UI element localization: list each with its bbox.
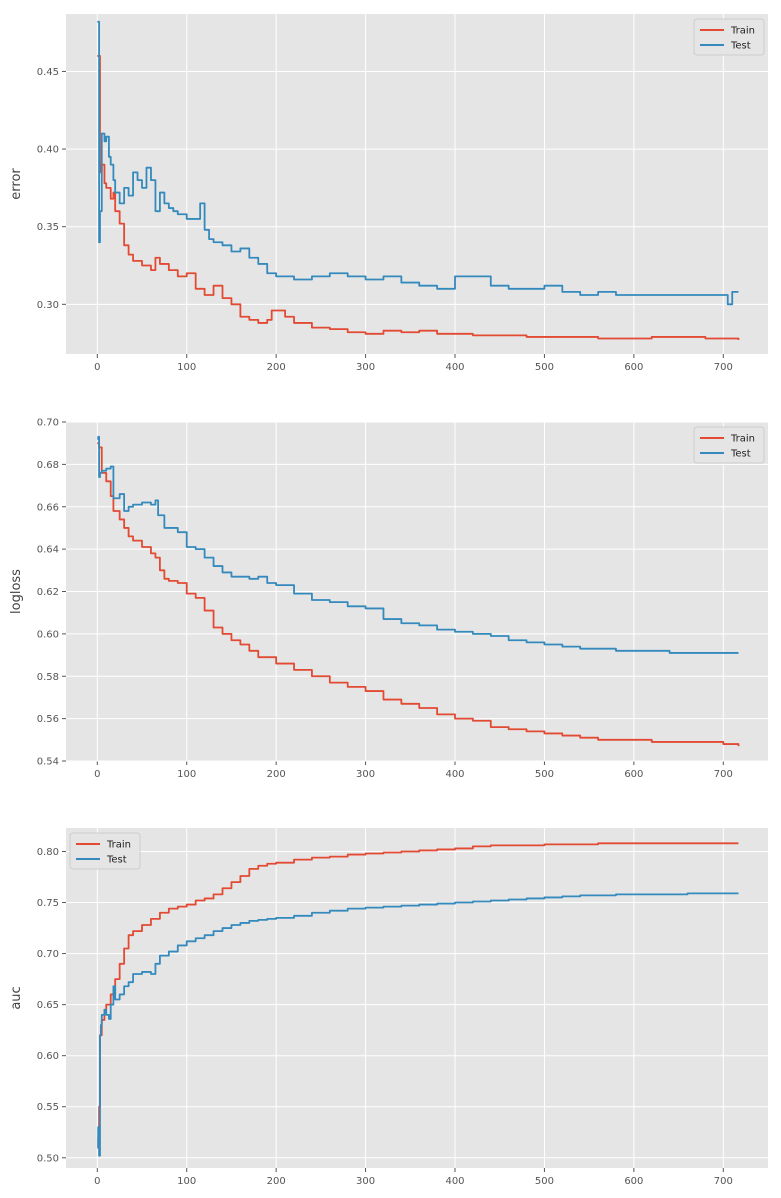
series-line-test [97, 892, 739, 1157]
x-tick-label: 0 [94, 362, 100, 373]
y-tick-label: 0.70 [37, 949, 59, 960]
plot-area [66, 828, 768, 1168]
y-tick-label: 0.60 [37, 629, 59, 640]
x-tick-label: 500 [535, 362, 554, 373]
x-tick-label: 200 [267, 769, 286, 780]
y-axis-label: error [9, 168, 24, 200]
series-line-train [97, 55, 740, 341]
x-tick-label: 400 [445, 362, 464, 373]
legend-label: Test [730, 449, 751, 460]
legend-label: Train [106, 840, 131, 851]
x-tick-label: 600 [624, 769, 643, 780]
legend-label: Test [106, 855, 127, 866]
y-tick-label: 0.62 [37, 587, 59, 598]
y-tick-label: 0.65 [37, 1000, 59, 1011]
series-line-train [97, 842, 739, 1149]
x-tick-label: 100 [177, 362, 196, 373]
legend-box [693, 18, 765, 56]
y-tick-label: 0.58 [37, 672, 59, 683]
y-tick-label: 0.40 [37, 145, 59, 156]
legend-label: Train [730, 26, 755, 37]
x-tick-label: 0 [94, 1176, 100, 1187]
legend-box [69, 832, 141, 870]
y-axis-label: logloss [9, 569, 24, 614]
series-line-test [97, 20, 739, 306]
y-tick-label: 0.30 [37, 300, 59, 311]
legend: Train Test [693, 18, 765, 56]
y-axis-label: auc [9, 986, 24, 1009]
y-tick-label: 0.50 [37, 1153, 59, 1164]
y-tick-label: 0.35 [37, 222, 59, 233]
x-tick-label: 200 [267, 362, 286, 373]
legend: Train Test [69, 832, 141, 870]
x-tick-label: 300 [356, 362, 375, 373]
legend-label: Train [730, 434, 755, 445]
x-tick-label: 700 [714, 1176, 733, 1187]
series-line-test [97, 435, 739, 654]
x-tick-label: 200 [267, 1176, 286, 1187]
legend-label: Test [730, 41, 751, 52]
y-tick-label: 0.75 [37, 898, 59, 909]
y-tick-label: 0.45 [37, 67, 59, 78]
x-tick-label: 100 [177, 769, 196, 780]
x-tick-label: 600 [624, 1176, 643, 1187]
x-tick-label: 700 [714, 769, 733, 780]
y-tick-label: 0.54 [37, 757, 59, 768]
x-tick-label: 400 [445, 1176, 464, 1187]
x-tick-label: 300 [356, 769, 375, 780]
y-tick-label: 0.80 [37, 847, 59, 858]
legend: Train Test [693, 426, 765, 464]
x-tick-label: 500 [535, 1176, 554, 1187]
x-tick-label: 300 [356, 1176, 375, 1187]
y-tick-label: 0.66 [37, 502, 59, 513]
y-tick-label: 0.56 [37, 714, 59, 725]
x-tick-label: 700 [714, 362, 733, 373]
y-tick-label: 0.70 [37, 418, 59, 429]
subplot-logloss: 0 100 200 300 400 500 600 700 0.54 0.56 0.58 0.60 0.… [9, 418, 768, 780]
x-tick-label: 400 [445, 769, 464, 780]
y-tick-label: 0.68 [37, 460, 59, 471]
legend-box [693, 426, 765, 464]
x-tick-label: 0 [94, 769, 100, 780]
x-tick-label: 600 [624, 362, 643, 373]
plot-area [66, 14, 768, 354]
y-tick-label: 0.60 [37, 1051, 59, 1062]
y-tick-label: 0.55 [37, 1102, 59, 1113]
subplot-error: 0 100 200 300 400 500 600 700 0.30 0.35 0.40 0.45 er… [9, 14, 768, 373]
x-tick-label: 500 [535, 769, 554, 780]
subplot-auc: 0 100 200 300 400 500 600 700 0.50 0.55 0.60 0.65 0.… [9, 828, 768, 1187]
x-tick-label: 100 [177, 1176, 196, 1187]
y-tick-label: 0.64 [37, 545, 59, 556]
series-line-train [97, 442, 740, 747]
